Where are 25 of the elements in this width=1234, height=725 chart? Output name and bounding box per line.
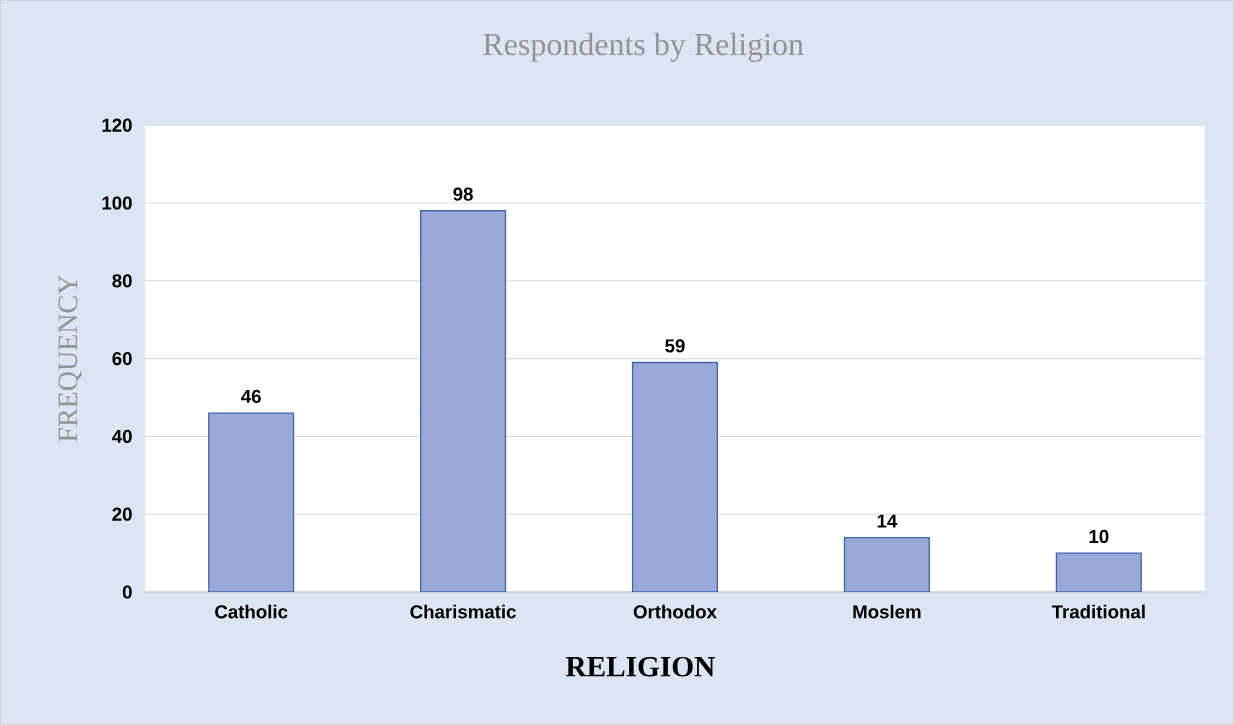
data-label: 59 [665, 339, 685, 353]
y-tick-label: 40 [112, 429, 132, 443]
y-tick-label: 20 [112, 507, 132, 521]
x-axis-title: RELIGION [565, 656, 715, 677]
x-tick-label: Orthodox [633, 604, 717, 619]
bar [1055, 552, 1142, 592]
data-label: 46 [241, 389, 261, 403]
data-label: 10 [1089, 529, 1109, 543]
bar [420, 210, 507, 592]
data-label: 98 [453, 187, 473, 201]
x-tick-label: Charismatic [410, 604, 516, 619]
y-tick-label: 80 [112, 274, 132, 288]
y-tick-label: 0 [122, 585, 132, 599]
x-tick-label: Traditional [1051, 604, 1145, 619]
y-tick-label: 120 [102, 118, 132, 132]
y-tick-label: 100 [102, 196, 132, 210]
y-tick-label: 60 [112, 351, 132, 366]
x-tick-label: Moslem [853, 604, 921, 619]
bar [631, 361, 719, 592]
bar [208, 412, 295, 592]
chart-title: Respondents by Religion [483, 32, 804, 62]
bar [843, 536, 930, 592]
x-tick-label: Catholic [215, 604, 288, 619]
y-axis-title: FREQUENCY [58, 275, 82, 442]
data-label: 14 [877, 514, 898, 528]
